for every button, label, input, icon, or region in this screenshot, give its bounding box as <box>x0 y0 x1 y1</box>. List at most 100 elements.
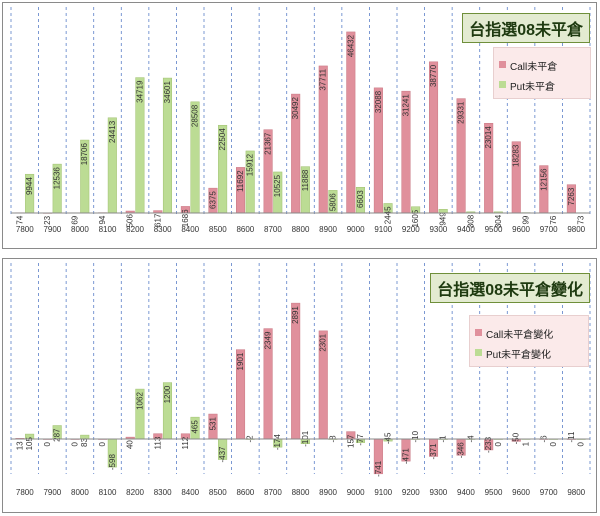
legend-item-call: Call未平倉變化 <box>475 326 553 341</box>
call-data-label: 29331 <box>457 101 466 124</box>
call-data-label: -741 <box>374 460 383 477</box>
call-data-label: 12156 <box>539 168 548 191</box>
x-tick-label: 8600 <box>236 225 254 234</box>
put-data-label: 18706 <box>80 142 89 165</box>
x-tick-label: 9100 <box>374 225 392 234</box>
call-data-label: 1686 <box>181 209 190 227</box>
x-tick-label: 9100 <box>374 488 392 497</box>
x-tick-label: 9600 <box>512 488 530 497</box>
put-data-label: 1200 <box>163 385 172 403</box>
x-tick-label: 7900 <box>43 225 61 234</box>
x-tick-label: 8700 <box>264 225 282 234</box>
put-data-label: 9944 <box>25 177 34 195</box>
x-tick-label: 8700 <box>264 488 282 497</box>
call-data-label: 69 <box>71 215 80 224</box>
call-data-label: 23 <box>43 215 52 224</box>
call-data-label: 0 <box>71 441 80 446</box>
call-data-label: 32088 <box>374 90 383 113</box>
put-data-label: 73 <box>577 215 586 224</box>
call-data-label: -11 <box>567 431 576 443</box>
call-data-label: -346 <box>457 442 466 459</box>
put-data-label: 465 <box>191 420 200 434</box>
x-tick-label: 9600 <box>512 225 530 234</box>
call-data-label: 0 <box>98 441 107 446</box>
put-data-label: 0 <box>494 441 503 446</box>
x-tick-label: 8300 <box>154 225 172 234</box>
put-data-label: 2445 <box>384 206 393 224</box>
x-tick-label: 8400 <box>181 488 199 497</box>
put-data-label: 10525 <box>273 174 282 197</box>
call-data-label: 30492 <box>291 97 300 120</box>
call-data-label: -471 <box>401 448 410 465</box>
call-data-label: 157 <box>346 434 355 448</box>
x-tick-label: 9300 <box>429 488 447 497</box>
call-data-label: 2349 <box>264 331 273 349</box>
chart-legend: Call未平倉變化 Put未平倉變化 <box>469 315 589 367</box>
legend-item-put: Put未平倉變化 <box>475 346 552 361</box>
x-tick-label: 8000 <box>71 488 89 497</box>
call-data-label: -371 <box>429 443 438 460</box>
x-tick-label: 8200 <box>126 488 144 497</box>
put-data-label: 11888 <box>301 169 310 191</box>
put-data-label: -437 <box>218 446 227 463</box>
x-tick-label: 9700 <box>540 225 558 234</box>
call-data-label: 23014 <box>484 126 493 149</box>
x-tick-label: 9800 <box>567 225 585 234</box>
put-data-label: 15912 <box>246 153 255 176</box>
put-data-label: -45 <box>384 432 393 444</box>
put-data-label: 304 <box>494 214 503 228</box>
x-tick-label: 9800 <box>567 488 585 497</box>
put-data-label: 1062 <box>135 392 144 410</box>
put-data-label: -10 <box>411 430 420 442</box>
x-tick-label: 8500 <box>209 488 227 497</box>
put-data-label: -598 <box>108 454 117 471</box>
put-data-label: 76 <box>549 215 558 224</box>
call-data-label: 112 <box>181 436 190 449</box>
put-data-label: 6603 <box>356 190 365 208</box>
x-tick-label: 8100 <box>99 225 117 234</box>
call-data-label: 113 <box>153 436 162 449</box>
call-data-label: 617 <box>153 213 162 227</box>
x-tick-label: 7800 <box>16 488 34 497</box>
call-data-label: 1901 <box>236 352 245 370</box>
x-tick-label: 8200 <box>126 225 144 234</box>
call-data-label: -233 <box>484 436 493 453</box>
chart-legend: Call未平倉 Put未平倉 <box>493 47 591 99</box>
x-tick-label: 8100 <box>99 488 117 497</box>
x-tick-label: 9000 <box>347 488 365 497</box>
put-data-label: -101 <box>301 430 310 447</box>
open-interest-chart: 74 9944 7800 23 12536 7900 69 18706 8000 94 24413 8… <box>10 7 591 234</box>
call-data-label: 94 <box>98 215 107 224</box>
legend-swatch-call <box>475 329 482 336</box>
put-data-label: 12536 <box>53 167 62 190</box>
x-tick-label: 9200 <box>402 488 420 497</box>
x-tick-label: 8400 <box>181 225 199 234</box>
put-data-label: 99 <box>521 215 530 224</box>
put-data-label: 308 <box>466 214 475 228</box>
open-interest-change-chart-panel: 13 105 7800 0 287 7900 0 83 8000 0 -598 8100 40 1062 8… <box>2 258 597 513</box>
put-data-label: 24413 <box>108 120 117 143</box>
put-data-label: 0 <box>549 441 558 446</box>
put-data-label: 22504 <box>218 128 227 151</box>
x-tick-label: 9300 <box>429 225 447 234</box>
put-data-label: 34719 <box>135 80 144 103</box>
call-data-label: 38770 <box>429 64 438 87</box>
call-data-label: 37711 <box>319 68 328 90</box>
put-data-label: 83 <box>80 438 89 447</box>
legend-item-put: Put未平倉 <box>499 78 555 93</box>
x-tick-label: 8300 <box>154 488 172 497</box>
legend-swatch-put <box>475 349 482 356</box>
call-data-label: 18283 <box>512 144 521 167</box>
put-data-label: 5806 <box>328 193 337 211</box>
legend-swatch-put <box>499 81 506 88</box>
legend-label-put: Put未平倉變化 <box>486 350 552 361</box>
x-tick-label: 8500 <box>209 225 227 234</box>
put-data-label: 0 <box>577 441 586 446</box>
x-tick-label: 9200 <box>402 225 420 234</box>
x-tick-label: 7800 <box>16 225 34 234</box>
put-data-label: 28508 <box>191 104 200 127</box>
x-tick-label: 9500 <box>485 488 503 497</box>
call-data-label: 2301 <box>319 333 328 351</box>
x-tick-label: 8000 <box>71 225 89 234</box>
